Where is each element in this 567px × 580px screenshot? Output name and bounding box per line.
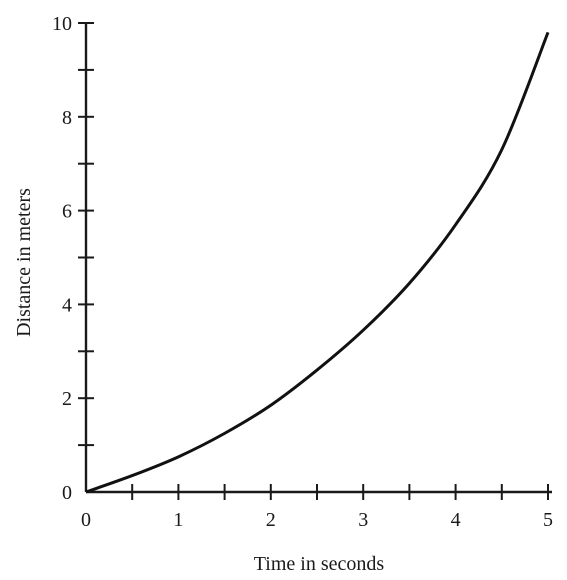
x-tick-label: 3 — [358, 509, 368, 531]
y-tick-label: 4 — [62, 294, 72, 316]
x-tick-label: 5 — [543, 509, 553, 531]
x-tick-label: 1 — [173, 509, 183, 531]
data-series — [85, 31, 550, 494]
y-tick-label: 8 — [62, 107, 72, 129]
y-tick-label: 6 — [62, 201, 72, 223]
axis-ticks — [78, 22, 549, 500]
chart-axes — [84, 23, 552, 494]
x-tick-label: 4 — [451, 509, 461, 531]
x-axis-title: Time in seconds — [254, 553, 385, 575]
y-axis-title: Distance in meters — [13, 188, 35, 337]
x-tick-label: 2 — [266, 509, 276, 531]
x-tick-label: 0 — [81, 509, 91, 531]
y-tick-label: 0 — [62, 482, 72, 504]
y-tick-label: 2 — [62, 388, 72, 410]
y-tick-label: 10 — [52, 13, 72, 35]
series-line — [85, 31, 550, 494]
tick-labels: 0 1 2 3 4 5 0 2 4 6 8 10 — [52, 13, 553, 531]
